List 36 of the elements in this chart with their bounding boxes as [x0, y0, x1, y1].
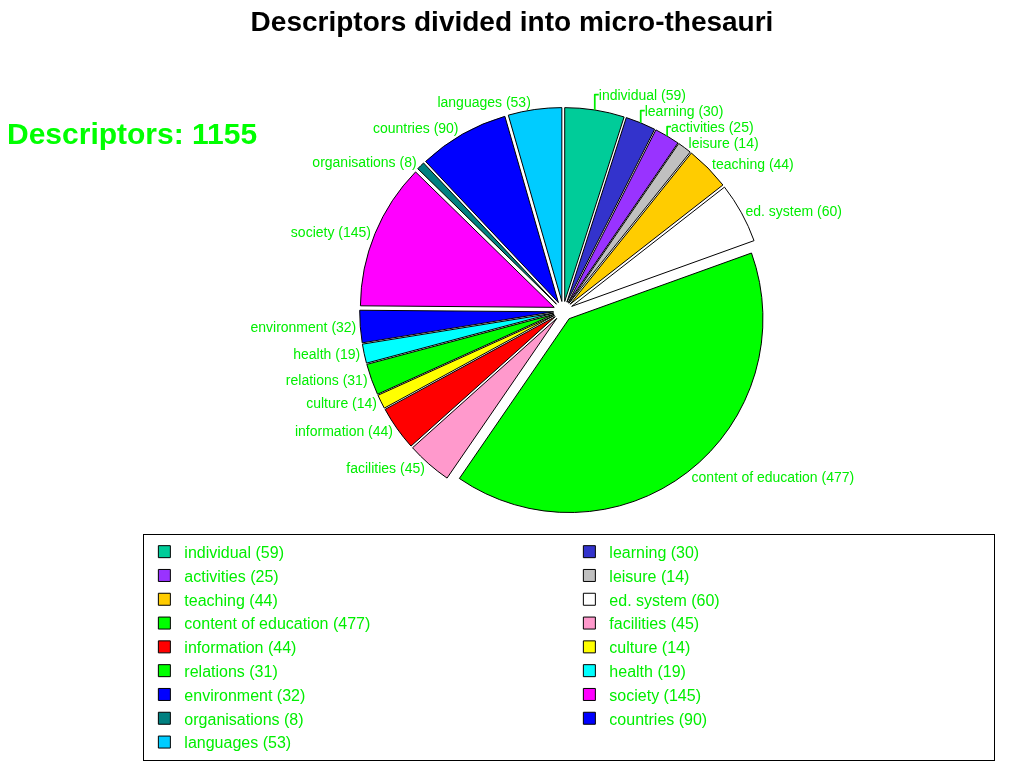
slice-label: learning (30)	[644, 102, 724, 119]
legend-label: health (19)	[609, 662, 686, 680]
slice-label: environment (32)	[250, 318, 357, 335]
slice-label: languages (53)	[437, 93, 531, 110]
slice-label: organisations (8)	[312, 153, 417, 170]
legend-label: learning (30)	[609, 543, 700, 561]
legend-label: relations (31)	[184, 662, 278, 680]
slice-label: culture (14)	[306, 395, 378, 412]
slice-label: leisure (14)	[688, 134, 759, 151]
slice-label: relations (31)	[285, 372, 368, 389]
slice-label: content of education (477)	[691, 469, 855, 486]
legend-label: society (145)	[609, 686, 701, 704]
legend-label: teaching (44)	[184, 591, 278, 609]
slice-label: ed. system (60)	[745, 202, 842, 219]
text: Descriptors: 1155	[7, 117, 258, 150]
slice-label: individual (59)	[598, 86, 686, 103]
chart-title: Descriptors divided into micro-thesauri	[250, 6, 774, 38]
slice-label: facilities (45)	[346, 460, 425, 477]
slice-label: information (44)	[294, 423, 393, 440]
legend-label: facilities (45)	[609, 615, 700, 633]
legend-label: culture (14)	[609, 639, 691, 657]
legend-label: environment (32)	[184, 686, 306, 704]
slice-label: society (145)	[290, 224, 372, 241]
legend-label: countries (90)	[609, 710, 708, 728]
slice-label: countries (90)	[372, 120, 459, 137]
legend-label: leisure (14)	[609, 567, 690, 585]
legend-label: ed. system (60)	[609, 591, 720, 609]
slice-label: teaching (44)	[712, 156, 794, 173]
legend-label: information (44)	[184, 639, 297, 657]
slice-label: health (19)	[293, 346, 361, 363]
legend-label: content of education (477)	[184, 615, 371, 633]
slice-label: activities (25)	[671, 118, 754, 135]
legend-label: languages (53)	[184, 734, 292, 752]
legend-label: organisations (8)	[184, 710, 304, 728]
legend-label: individual (59)	[184, 543, 284, 561]
legend-label: activities (25)	[184, 567, 279, 585]
